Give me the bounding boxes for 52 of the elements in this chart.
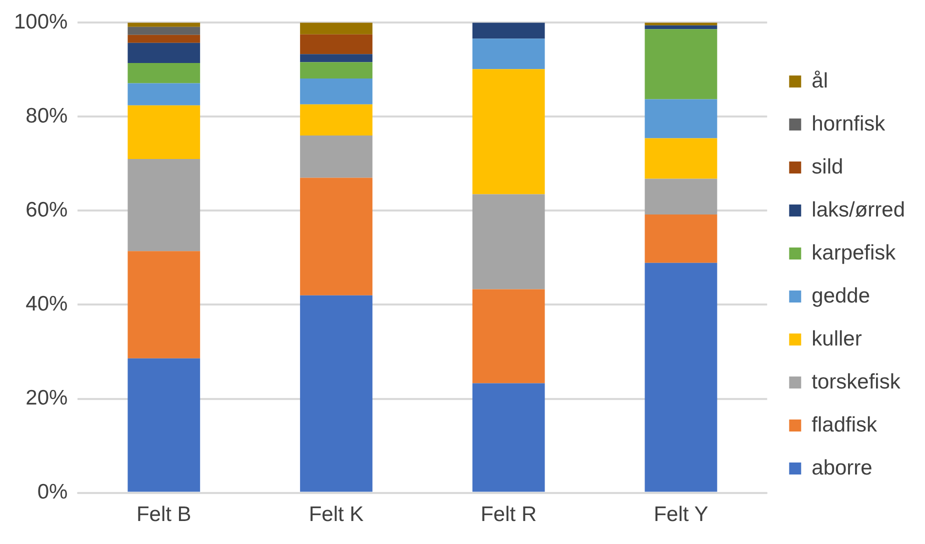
legend-label: sild [812, 155, 844, 178]
bar [128, 42, 200, 64]
bar [644, 214, 718, 263]
bar [128, 26, 200, 35]
bar [128, 251, 200, 358]
bar [300, 135, 372, 178]
bar [128, 22, 200, 27]
x-tick-label: Felt K [308, 503, 364, 526]
legend-label: torskefisk [812, 370, 901, 394]
bar [472, 38, 545, 70]
legend-label: kuller [812, 327, 862, 350]
legend-label: laks/ørred [812, 198, 906, 222]
y-tick-label: 80% [26, 104, 68, 128]
y-tick-label: 60% [26, 198, 68, 222]
x-tick-label: Felt R [480, 503, 537, 526]
y-tick-label: 20% [26, 386, 68, 410]
x-tick-label: Felt Y [654, 503, 708, 526]
bar [128, 83, 200, 106]
bar [300, 34, 372, 54]
legend-label: karpefisk [812, 241, 896, 264]
legend-label: hornfisk [812, 112, 886, 136]
y-tick-label: 100% [14, 10, 68, 34]
bar [300, 54, 372, 62]
bar [472, 69, 545, 194]
bar [644, 178, 718, 214]
bar [128, 358, 200, 492]
bar [128, 105, 200, 159]
bar [472, 22, 545, 39]
bar [300, 22, 372, 34]
bar [644, 262, 718, 492]
legend-label: fladfisk [812, 413, 878, 436]
y-tick-label: 0% [37, 480, 68, 504]
bar [300, 178, 372, 296]
bar [128, 158, 200, 252]
bar [472, 194, 545, 290]
bar [128, 63, 200, 84]
bar [644, 29, 718, 100]
legend-label: ål [812, 69, 828, 92]
bar [472, 289, 545, 384]
bar [644, 99, 718, 138]
bar [472, 383, 545, 492]
y-tick-label: 40% [26, 292, 68, 316]
legend-label: aborre [812, 456, 872, 480]
bar [128, 34, 200, 43]
bar [644, 25, 718, 30]
bar [300, 104, 372, 136]
x-tick-label: Felt B [136, 503, 192, 526]
bar [644, 138, 718, 179]
bar [300, 78, 372, 104]
legend-label: gedde [812, 284, 870, 308]
bar [300, 62, 372, 79]
bar [300, 295, 372, 492]
